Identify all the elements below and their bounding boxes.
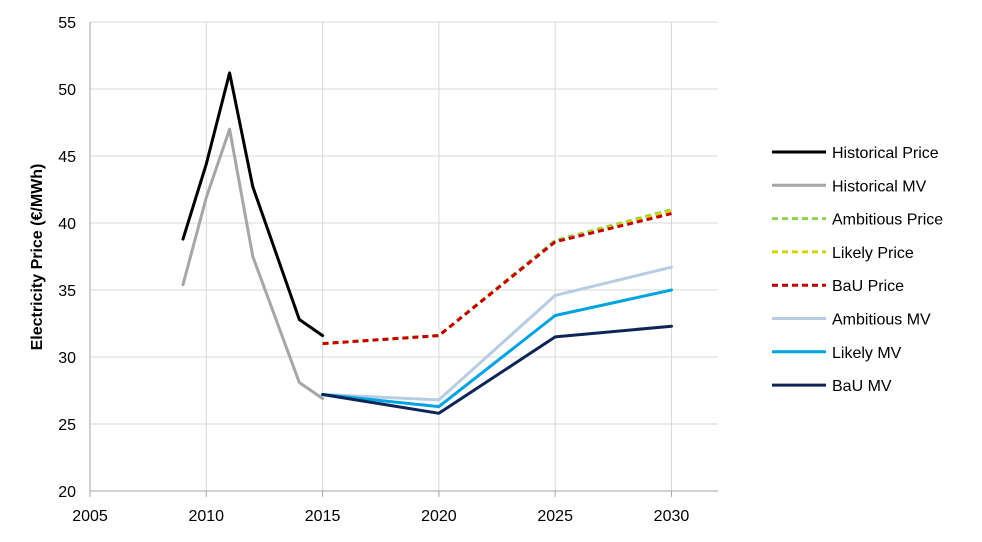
y-tick-label: 35 [58, 283, 76, 300]
legend-label-bau-mv: BaU MV [832, 378, 892, 395]
x-tick-label: 2010 [188, 508, 224, 525]
legend-label-likely-mv: Likely MV [832, 345, 902, 362]
legend-label-bau-price: BaU Price [832, 278, 904, 295]
series-line-likely-mv [321, 288, 673, 409]
y-tick-label: 40 [58, 216, 76, 233]
legend-label-likely-price: Likely Price [832, 245, 914, 262]
legend-label-historical-mv: Historical MV [832, 178, 927, 195]
series-line-bau-price [322, 212, 672, 346]
y-tick-label: 50 [58, 82, 76, 99]
y-tick-label: 55 [58, 15, 76, 32]
legend: Historical Price Historical MV Ambitious P… [772, 145, 943, 395]
y-tick-label: 20 [58, 484, 76, 501]
series-line-ambitious-price [322, 208, 672, 346]
x-tick-label: 2015 [305, 508, 341, 525]
y-axis-label: Electricity Price (€/MWh) [29, 164, 46, 351]
x-tick-label: 2020 [421, 508, 457, 525]
series-line-likely-price [322, 209, 672, 346]
x-tick-label: 2005 [72, 508, 108, 525]
y-tick-label: 30 [58, 350, 76, 367]
series-line-ambitious-mv [321, 265, 673, 402]
series-line-historical-mv [181, 127, 325, 400]
x-tick-label: 2025 [537, 508, 573, 525]
legend-label-historical-price: Historical Price [832, 145, 939, 162]
x-tick-label: 2030 [654, 508, 690, 525]
legend-label-ambitious-mv: Ambitious MV [832, 312, 931, 329]
legend-label-ambitious-price: Ambitious Price [832, 212, 943, 229]
y-tick-label: 25 [58, 417, 76, 434]
gridlines [89, 21, 718, 492]
y-tick-label: 45 [58, 149, 76, 166]
series-line-historical-price [181, 71, 325, 338]
series-line-bau-mv [321, 324, 673, 415]
series-lines [181, 71, 673, 415]
